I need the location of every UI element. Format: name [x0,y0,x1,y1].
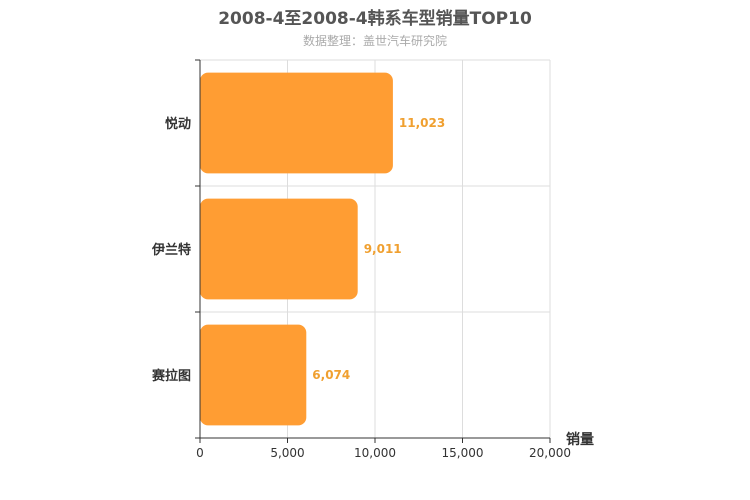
chart-title: 2008-4至2008-4韩系车型销量TOP10 [218,9,532,29]
category-label: 赛拉图 [151,368,191,384]
data-label: 11,023 [399,116,445,130]
x-axis-title: 销量 [566,431,594,448]
data-label: 6,074 [312,368,350,382]
x-tick-label: 5,000 [270,446,304,460]
category-label: 伊兰特 [151,242,191,258]
x-tick-label: 10,000 [354,446,396,460]
data-label: 9,011 [364,242,402,256]
x-tick-label: 0 [196,446,204,460]
x-tick-label: 20,000 [529,446,571,460]
bar [200,72,393,174]
category-label: 悦动 [165,116,191,132]
x-tick-label: 15,000 [442,446,484,460]
bar [200,198,358,300]
bars: 11,023 9,011 6,074 [200,72,445,426]
bar [200,324,307,426]
chart-subtitle: 数据整理：盖世汽车研究院 [302,34,447,48]
